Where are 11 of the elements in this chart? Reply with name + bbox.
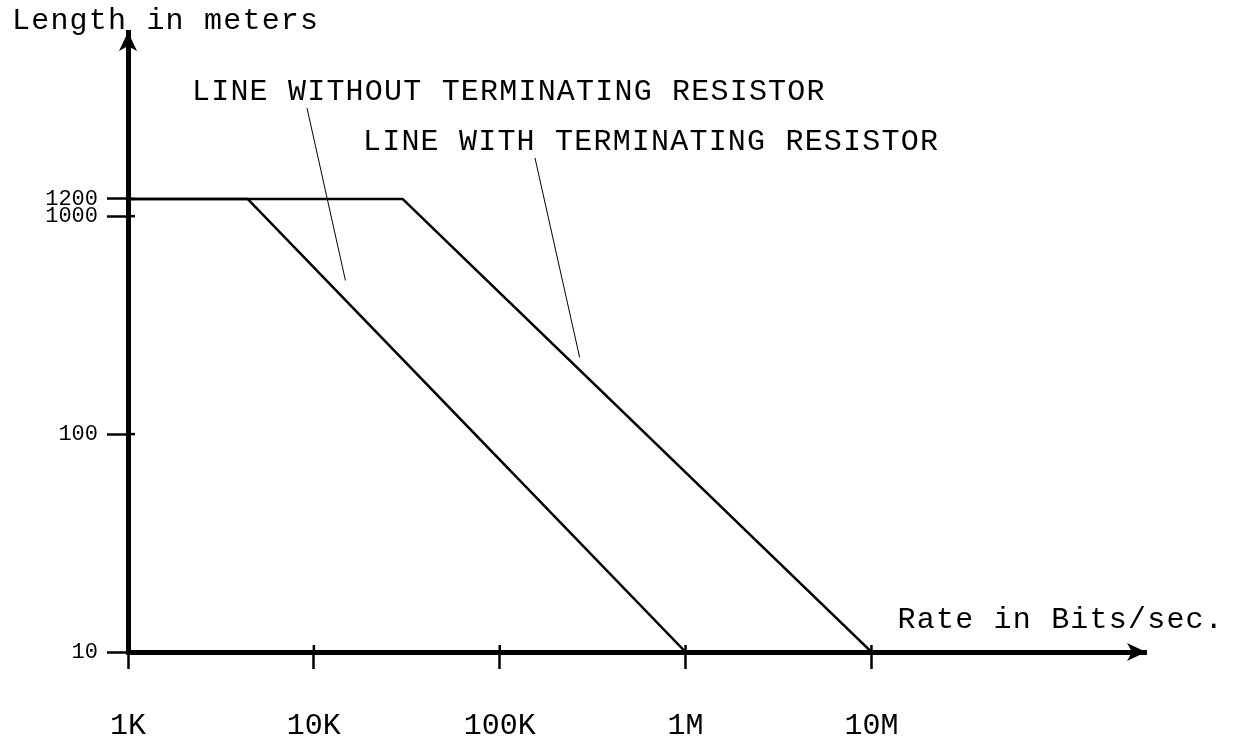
x-tick-label: 100K xyxy=(463,708,536,740)
series-label: LINE WITH TERMINATING RESISTOR xyxy=(363,125,940,159)
x-tick-label: 1M xyxy=(667,708,704,740)
x-tick-label: 10K xyxy=(286,708,341,740)
text: LINE WITHOUT TERMINATING RESISTOR xyxy=(192,75,826,109)
x-tick-label: 1K xyxy=(109,708,147,740)
y-tick-label: 100 xyxy=(58,421,98,447)
y-axis-title: Length in meters xyxy=(12,4,320,38)
x-axis-title: Rate in Bits/sec. xyxy=(897,603,1224,637)
y-tick-label: 10 xyxy=(71,639,98,665)
x-tick-label: 10M xyxy=(844,708,899,740)
